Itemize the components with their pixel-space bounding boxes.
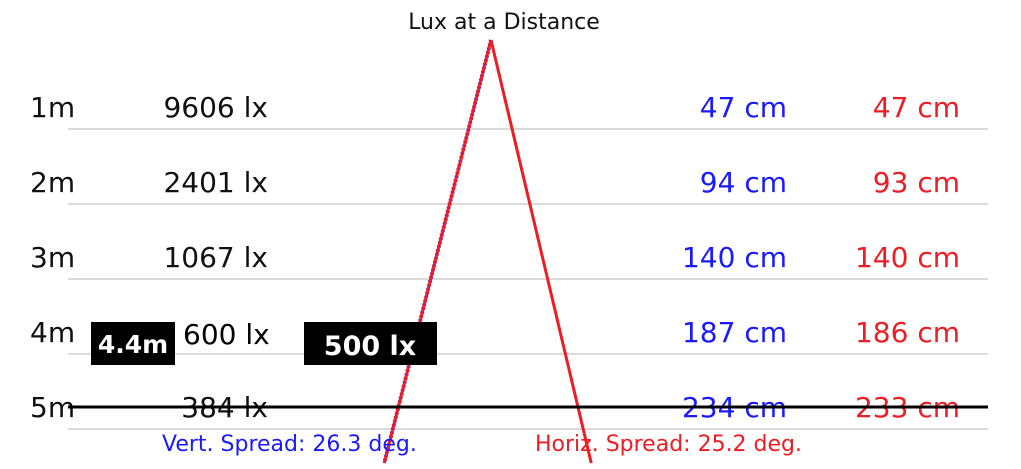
vert-width-value: 94 cm [700, 166, 787, 199]
horiz-spread-label: Horiz. Spread: 25.2 deg. [535, 432, 802, 457]
lux-value: 2401 lx [163, 166, 268, 199]
horiz-width-value: 93 cm [873, 166, 960, 199]
lux-value: 9606 lx [163, 91, 268, 124]
vert-width-value: 140 cm [682, 241, 787, 274]
horiz-spread-line-left [382, 39, 493, 464]
distance-label: 3m [30, 241, 75, 274]
horiz-width-value: 47 cm [873, 91, 960, 124]
vert-spread-label: Vert. Spread: 26.3 deg. [162, 432, 417, 457]
grid-lines [68, 128, 988, 430]
table-row: 1m 9606 lx 47 cm 47 cm [30, 91, 960, 124]
lux-value: 600 lx [183, 318, 270, 351]
threshold-distance-label: 4.4m [98, 330, 168, 359]
threshold-distance-box [91, 322, 175, 365]
distance-label: 4m [30, 316, 75, 349]
table-row: 2m 2401 lx 94 cm 93 cm [30, 166, 960, 199]
threshold-markers: 4.4m 500 lx [68, 322, 988, 409]
horiz-width-value: 186 cm [855, 316, 960, 349]
distance-label: 5m [30, 391, 75, 424]
table-row: 3m 1067 lx 140 cm 140 cm [30, 241, 960, 274]
table-row: 4m 600 lx 187 cm 186 cm [30, 316, 960, 351]
beam-lines [382, 39, 593, 464]
threshold-lux-label: 500 lx [324, 331, 416, 362]
distance-label: 1m [30, 91, 75, 124]
vert-width-value: 187 cm [682, 316, 787, 349]
horiz-spread-line-right [489, 39, 593, 464]
lux-value: 1067 lx [163, 241, 268, 274]
distance-label: 2m [30, 166, 75, 199]
table-rows: 1m 9606 lx 47 cm 47 cm 2m 2401 lx 94 cm 93 cm 3m… [30, 91, 960, 424]
vert-width-value: 47 cm [700, 91, 787, 124]
threshold-lux-box [304, 322, 437, 365]
horiz-width-value: 140 cm [855, 241, 960, 274]
chart-title: Lux at a Distance [408, 10, 600, 35]
